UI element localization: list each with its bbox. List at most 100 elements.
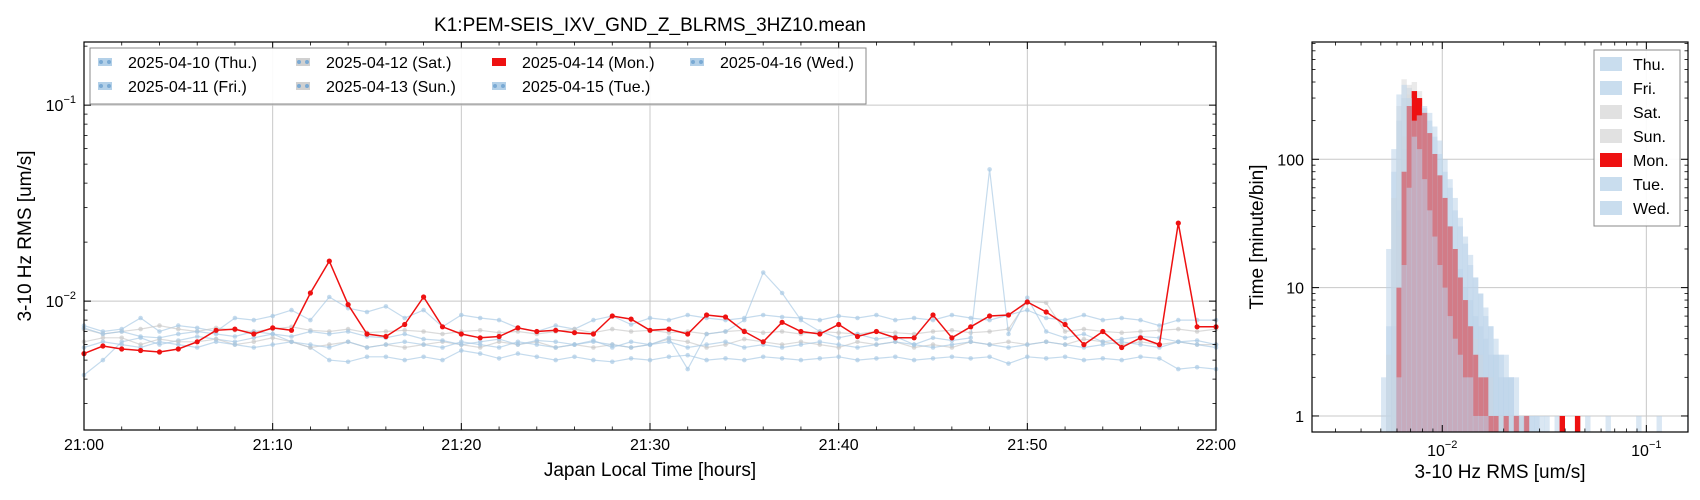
timeseries-data-point: [1005, 312, 1012, 318]
histogram-bar: [1406, 98, 1412, 433]
timeseries-legend-box: [89, 47, 867, 105]
timeseries-legend-marker: [297, 84, 301, 88]
timeseries-data-point: [741, 328, 747, 335]
timeseries-data-point: [383, 304, 389, 309]
timeseries-data-point: [1157, 328, 1162, 333]
timeseries-data-point: [515, 339, 521, 345]
timeseries-data-point: [1100, 328, 1106, 335]
timeseries-data-point: [817, 356, 823, 361]
timeseries-data-point: [1043, 339, 1049, 345]
timeseries-data-point: [213, 339, 219, 345]
timeseries-data-point: [647, 327, 653, 333]
timeseries-data-point: [1024, 299, 1030, 305]
timeseries-data-point: [591, 345, 596, 350]
timeseries-legend-marker: [501, 84, 505, 88]
timeseries-data-point: [742, 345, 747, 350]
timeseries-legend-marker: [699, 60, 703, 64]
timeseries-data-point: [440, 338, 445, 343]
histogram-bar: [1452, 338, 1458, 432]
timeseries-data-point: [327, 294, 332, 300]
timeseries-data-point: [1119, 330, 1124, 336]
histogram-legend-label: Sat.: [1633, 105, 1661, 122]
timeseries-data-point: [477, 328, 483, 333]
timeseries-data-point: [873, 328, 880, 335]
timeseries-data-point: [1119, 344, 1125, 351]
timeseries-data-point: [591, 339, 596, 345]
timeseries-data-point: [176, 331, 181, 337]
timeseries-data-point: [836, 330, 841, 336]
histogram-bar: [1411, 120, 1418, 433]
timeseries-data-point: [685, 339, 690, 345]
timeseries-data-point: [949, 328, 955, 333]
timeseries-data-point: [1176, 317, 1181, 323]
timeseries-data-point: [874, 336, 879, 342]
timeseries-data-point: [1025, 295, 1030, 301]
timeseries-data-point: [251, 345, 257, 350]
timeseries-data-point: [930, 345, 936, 350]
histogram-bar: [1656, 415, 1662, 432]
timeseries-data-point: [1176, 326, 1181, 332]
timeseries-data-point: [685, 352, 690, 358]
timeseries-data-point: [666, 317, 672, 323]
histogram-bar: [1605, 415, 1611, 432]
timeseries-data-point: [911, 315, 917, 321]
timeseries-data-point: [1062, 321, 1068, 328]
timeseries-data-point: [327, 331, 332, 337]
timeseries-data-point: [779, 356, 785, 361]
timeseries-data-point: [893, 317, 898, 323]
histogram-bar: [1585, 415, 1591, 432]
histogram-bar: [1426, 210, 1433, 432]
timeseries-x-tick-label: 21:50: [1007, 437, 1047, 454]
timeseries-data-point: [119, 335, 124, 341]
timeseries-data-point: [232, 315, 238, 321]
timeseries-data-point: [421, 329, 426, 334]
timeseries-axes: 21:00 21:10 21:20 21:30 21:40 21:50 22:00 10−2 1…: [46, 42, 1236, 454]
timeseries-data-point: [610, 326, 615, 332]
timeseries-data-point: [666, 354, 672, 360]
histogram-legend: Thu. Fri. Sat. Sun. Mon. Tue. Wed.: [1593, 49, 1681, 227]
timeseries-data-point: [251, 331, 257, 337]
timeseries-data-point: [949, 354, 955, 360]
histogram-bar: [1421, 179, 1428, 432]
timeseries-data-point: [421, 294, 427, 300]
timeseries-data-point: [440, 331, 445, 337]
timeseries-x-tick-label: 21:40: [819, 437, 859, 454]
timeseries-data-point: [1081, 342, 1087, 348]
timeseries-data-point: [798, 317, 804, 323]
timeseries-data-point: [911, 342, 917, 347]
histogram-bar: [1472, 277, 1479, 432]
timeseries-data-point: [270, 313, 276, 319]
timeseries-data-point: [1137, 335, 1144, 341]
histogram-bars: [1381, 79, 1689, 433]
histogram-bar: [1483, 316, 1489, 432]
timeseries-data-point: [402, 315, 408, 321]
histogram-bar: [1539, 415, 1545, 432]
histogram-bar: [1462, 236, 1469, 432]
histogram-bar: [1472, 415, 1479, 432]
timeseries-data-point: [251, 335, 257, 341]
histogram-bar: [1534, 415, 1540, 432]
timeseries-data-point: [119, 329, 124, 334]
timeseries-data-point: [968, 324, 974, 330]
timeseries-data-point: [477, 342, 483, 347]
histogram-legend-swatch: [1600, 105, 1622, 119]
timeseries-data-point: [439, 324, 446, 330]
timeseries-legend-label: 2025-04-13 (Sun.): [326, 79, 456, 96]
timeseries-data-point: [534, 328, 540, 335]
histogram-axes: 10−2 10−1 1 10 100: [1277, 42, 1688, 460]
histogram-bar: [1529, 415, 1535, 432]
timeseries-legend-label: 2025-04-11 (Fri.): [128, 79, 247, 96]
histogram-x-tick-label: 10−1: [1631, 439, 1661, 460]
timeseries-data-point: [855, 357, 860, 363]
timeseries-data-point: [345, 339, 351, 345]
timeseries-data-point: [893, 330, 898, 336]
timeseries-data-point: [779, 290, 785, 296]
histogram-bar: [1432, 236, 1438, 432]
timeseries-legend-marker: [305, 60, 309, 64]
histogram-bar: [1386, 326, 1392, 432]
timeseries-data-point: [1081, 357, 1087, 363]
timeseries-data-point: [1043, 356, 1049, 361]
timeseries-data-point: [930, 312, 936, 318]
timeseries-legend: 2025-04-10 (Thu.) 2025-04-11 (Fri.) 2025-0…: [89, 47, 867, 105]
timeseries-data-point: [874, 342, 879, 347]
